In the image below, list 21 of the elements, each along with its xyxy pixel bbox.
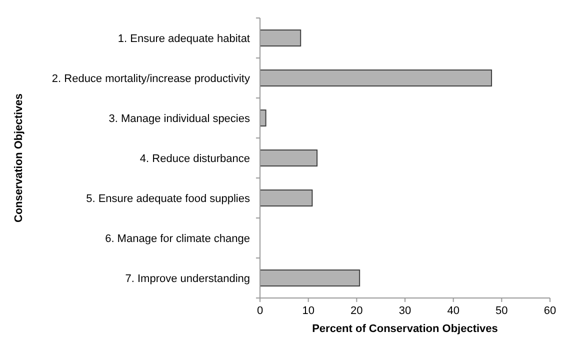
y-tick-label: 6. Manage for climate change <box>105 232 250 245</box>
y-axis-title: Conservation Objectives <box>13 94 25 222</box>
bar <box>260 270 360 286</box>
y-tick-label: 5. Ensure adequate food supplies <box>86 192 250 205</box>
y-tick-label: 3. Manage individual species <box>108 112 250 125</box>
x-tick-label: 20 <box>350 305 363 317</box>
x-tick-label: 40 <box>447 305 460 317</box>
x-tick-label: 0 <box>256 305 264 317</box>
y-tick-label: 2. Reduce mortality/increase productivity <box>52 72 250 85</box>
bar <box>260 190 313 206</box>
x-tick-label: 30 <box>398 305 412 317</box>
y-tick-label: 4. Reduce disturbance <box>140 152 250 165</box>
x-axis-title: Percent of Conservation Objectives <box>312 323 498 335</box>
bar <box>260 30 302 46</box>
y-tick-label: 1. Ensure adequate habitat <box>118 32 250 45</box>
y-tick-label: 7. Improve understanding <box>125 272 250 285</box>
bar <box>260 150 318 166</box>
x-tick-label: 60 <box>544 305 556 317</box>
bar <box>260 70 492 86</box>
x-tick-label: 10 <box>302 305 314 317</box>
x-tick-label: 50 <box>496 305 508 317</box>
